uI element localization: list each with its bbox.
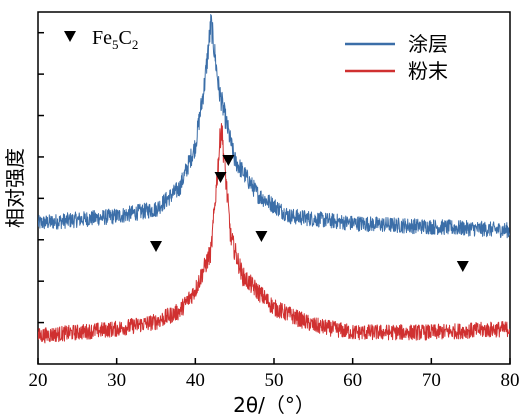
x-tick-label: 60 [343, 370, 362, 391]
peak-marker [222, 155, 235, 166]
peak-marker [255, 231, 268, 242]
marker-legend: Fe5C2 [64, 27, 138, 52]
peak-marker [214, 172, 227, 183]
marker-legend-triangle [64, 31, 76, 42]
x-axis-label: 2θ/（°） [233, 393, 315, 417]
peak-marker [150, 241, 162, 252]
series-line-powder [38, 122, 510, 344]
x-tick-label: 80 [501, 370, 520, 391]
series-layer [38, 14, 510, 344]
legend-label-coating: 涂层 [408, 32, 448, 56]
marker-layer [150, 155, 469, 272]
series-line-coating [38, 14, 510, 239]
marker-legend-label: Fe5C2 [92, 27, 138, 52]
x-tick-label: 30 [107, 370, 126, 391]
y-axis-label: 相对强度 [3, 148, 27, 228]
x-tick-label: 40 [186, 370, 205, 391]
peak-marker [456, 261, 469, 272]
legend-label-powder: 粉末 [408, 59, 448, 83]
x-tick-label: 50 [265, 370, 284, 391]
x-tick-label: 70 [422, 370, 441, 391]
series-legend: 涂层 粉末 [345, 32, 448, 83]
tick-layer: 20 30 40 50 60 70 80 [29, 31, 520, 391]
x-tick-label: 20 [29, 370, 48, 391]
